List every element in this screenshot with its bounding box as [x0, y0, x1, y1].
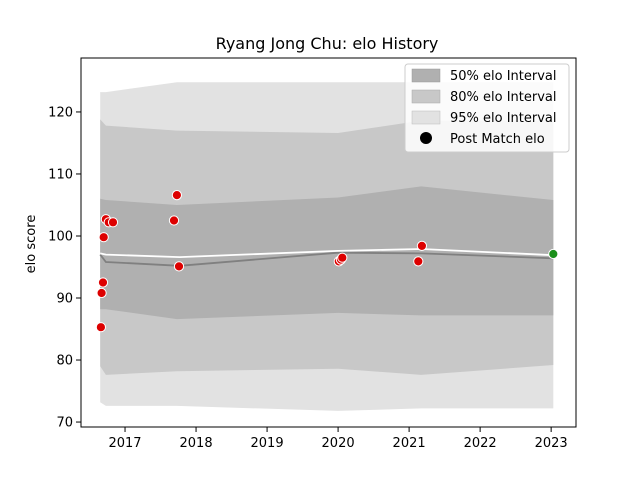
x-tick-label: 2023	[535, 436, 568, 451]
y-axis-label: elo score	[24, 215, 39, 274]
trend-lines	[99, 248, 554, 267]
legend-swatch-50	[411, 68, 441, 83]
interval-bands	[100, 82, 554, 411]
x-axis-ticks: 2017 2018 2019 2020 2021 2022 2023	[108, 427, 568, 451]
x-tick-label: 2018	[180, 436, 213, 451]
post-match-elo-point	[97, 277, 109, 288]
chart-title: Ryang Jong Chu: elo History	[216, 34, 439, 53]
y-tick-label: 100	[48, 229, 73, 244]
post-match-elo-point	[96, 287, 107, 299]
post-match-elo-point	[337, 252, 348, 263]
post-match-elo-point	[173, 261, 185, 272]
legend-label-95: 95% elo Interval	[450, 111, 557, 126]
legend-swatch-95	[411, 110, 441, 125]
y-tick-label: 110	[48, 167, 73, 182]
y-tick-label: 120	[48, 105, 73, 120]
legend-marker-post-match	[420, 132, 432, 144]
post-match-elo-point	[413, 256, 424, 267]
legend-label-post-match: Post Match elo	[450, 132, 545, 147]
legend-label-80: 80% elo Interval	[450, 90, 557, 105]
legend-box	[404, 63, 570, 153]
x-tick-label: 2022	[464, 436, 497, 451]
post-match-elo-point	[168, 215, 180, 226]
post-match-elo-point	[548, 248, 559, 260]
y-tick-label: 70	[56, 416, 73, 431]
legend-swatch-80	[411, 89, 441, 104]
legend-label-50: 50% elo Interval	[450, 69, 557, 84]
post-match-elo-point	[416, 240, 427, 251]
post-match-elo-point	[98, 232, 109, 243]
legend: 50% elo Interval 80% elo Interval 95% el…	[404, 63, 570, 153]
median-elo-line	[100, 248, 554, 259]
x-tick-label: 2017	[108, 436, 141, 451]
y-tick-label: 80	[56, 354, 73, 369]
x-tick-label: 2021	[393, 436, 426, 451]
x-tick-label: 2020	[322, 436, 355, 451]
match-points	[95, 190, 559, 333]
y-tick-label: 90	[56, 292, 73, 307]
post-match-elo-point	[171, 190, 182, 201]
mean-elo-line	[99, 251, 554, 267]
post-match-elo-point	[95, 322, 107, 333]
y-axis-ticks: 70 80 90 100 110 120	[48, 105, 81, 431]
x-tick-label: 2019	[251, 436, 284, 451]
post-match-elo-point	[107, 217, 119, 228]
axes-frame	[80, 57, 577, 428]
